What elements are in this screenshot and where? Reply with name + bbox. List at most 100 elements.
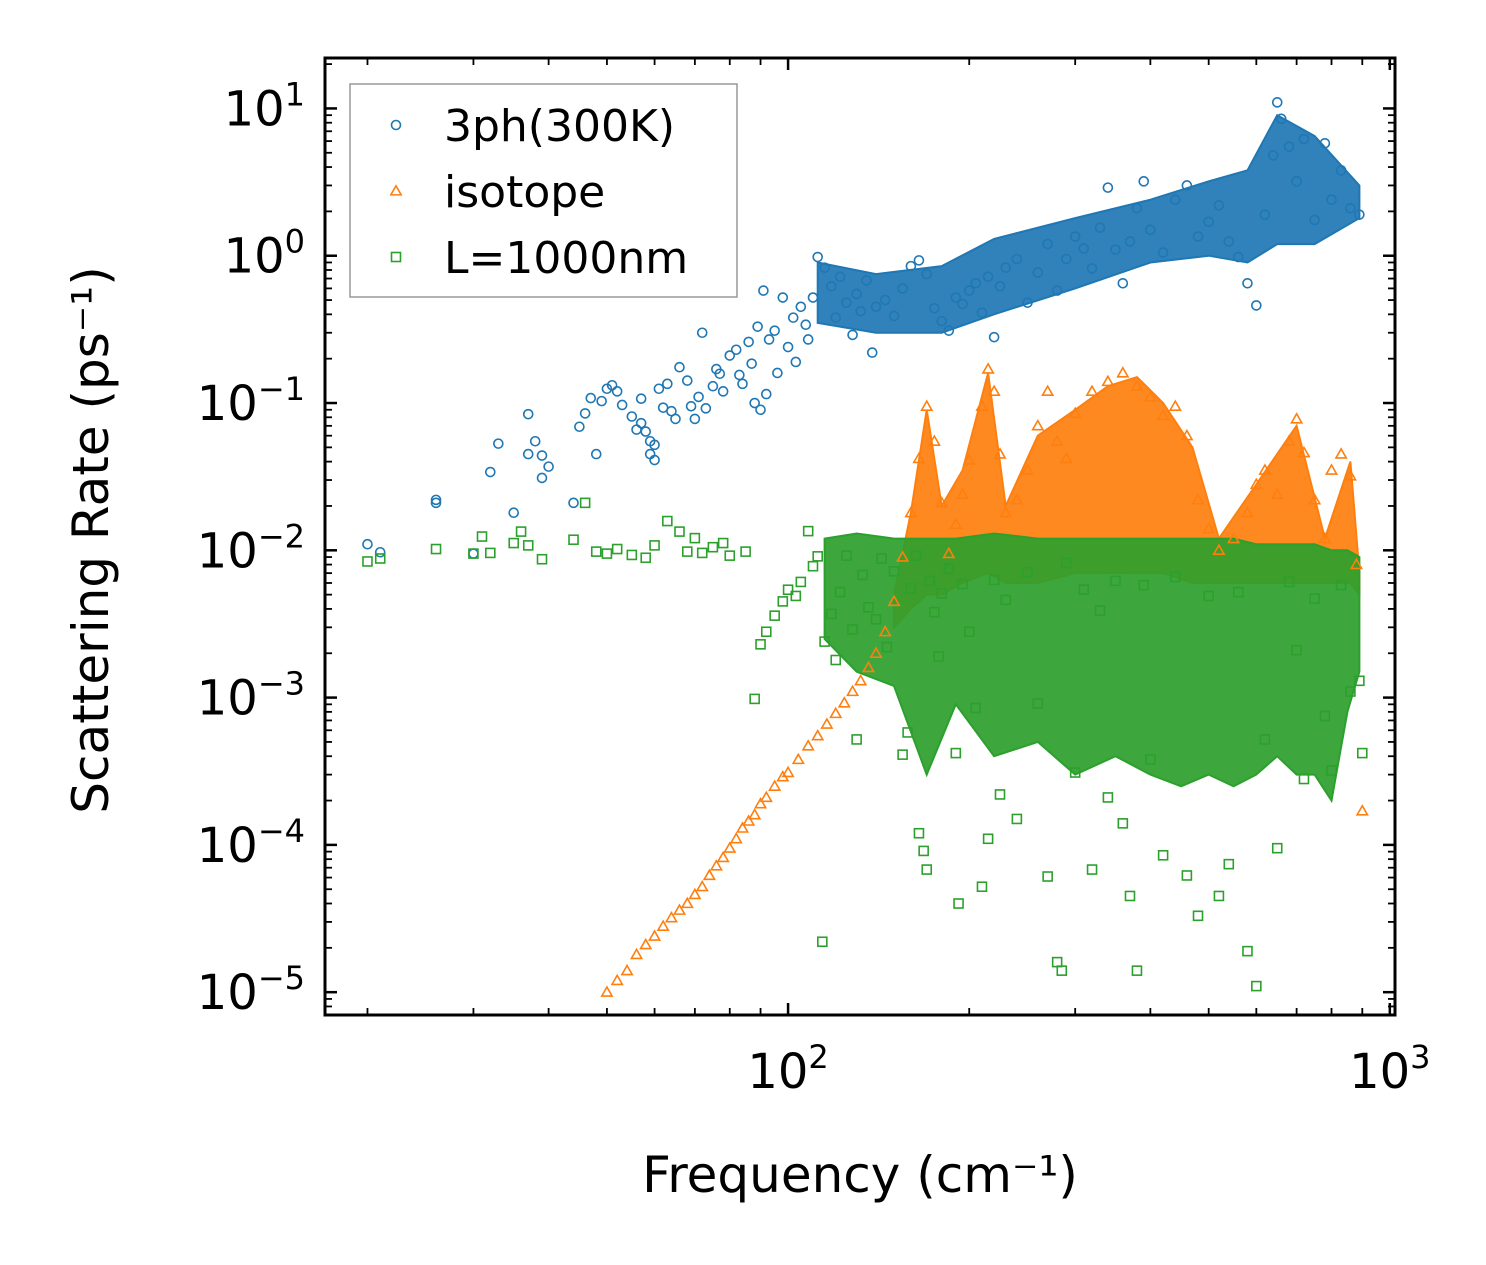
data-point [790,356,802,368]
data-point [1192,910,1204,922]
data-point [888,310,900,322]
data-point [913,255,925,266]
data-point [1308,493,1322,505]
data-point [1267,150,1279,161]
data-point [982,833,994,845]
data-point [1031,419,1045,431]
data-point [807,292,819,303]
data-point [1192,231,1204,242]
data-point [579,408,591,419]
data-point [743,336,754,348]
data-point [847,624,858,635]
data-point [913,827,925,839]
data-point [1223,236,1235,247]
data-point [1000,262,1012,273]
data-point [1251,980,1262,992]
data-point [1290,412,1304,424]
data-point [769,325,780,336]
data-point [522,408,534,420]
data-point [855,305,866,317]
data-point [1349,557,1363,570]
data-point [1138,176,1150,187]
data-point [999,505,1013,518]
data-point [1319,710,1331,722]
data-point [949,517,963,530]
data-point [620,963,634,976]
data-point [515,526,527,537]
data-point [1335,579,1347,591]
data-point [1131,965,1143,976]
data-point [626,549,638,561]
plot-frame [323,56,1397,1017]
data-point [662,378,673,390]
data-point [801,739,815,751]
data-point [936,315,947,327]
data-point [1232,251,1244,263]
data-point [674,361,685,373]
data-point [772,367,783,379]
data-point [568,534,579,546]
data-point [649,540,660,551]
data-point [841,550,852,561]
data-point [755,639,766,650]
data-point [1145,224,1156,236]
data-point [749,693,760,705]
data-point [929,606,940,618]
data-point [1102,792,1114,803]
data-point [896,550,910,562]
data-point [724,350,736,361]
data-point [957,298,968,310]
data-point [795,576,807,588]
data-point [590,448,602,460]
data-point [1130,379,1144,391]
data-point [920,399,934,411]
data-point [953,898,964,909]
data-point [640,426,652,437]
data-point [879,294,891,306]
data-point [1298,133,1310,145]
data-point [1078,584,1090,596]
data-point [956,487,970,499]
data-point [807,560,819,572]
data-point [870,614,882,625]
data-point [976,307,988,319]
y-tick-label: 10−2 [197,517,305,579]
data-point [606,379,618,391]
y-tick-label: 100 [224,223,305,285]
data-point [648,929,662,941]
data-point [1022,297,1033,308]
data-point [943,563,955,575]
data-point [1343,469,1357,481]
legend-entry: isotope [389,167,605,218]
data-point [1181,870,1193,881]
data-point [943,325,955,336]
data-point [485,466,496,478]
data-point [430,494,442,506]
data-point [1258,463,1272,475]
data-point [730,344,742,356]
data-point [802,525,814,537]
data-point [1051,956,1063,968]
data-point [1259,734,1271,745]
data-point [921,864,933,875]
data-point [1094,222,1106,233]
legend-entry: 3ph(300K) [390,101,675,152]
data-point [693,391,704,403]
data-point [536,450,548,461]
data-point [723,841,737,853]
x-tick-label: 103 [1349,1038,1430,1100]
data-point [1078,243,1090,254]
data-point [1232,586,1244,598]
data-point [950,747,962,759]
data-point [714,368,726,380]
data-point [962,453,976,465]
data-point [1213,199,1225,211]
data-point [1324,463,1339,475]
data-point [782,584,794,596]
data-point [846,684,860,697]
data-point [674,526,685,537]
data-point [994,789,1006,800]
data-point [1124,236,1136,247]
data-point [777,292,789,303]
data-point [1157,247,1169,258]
